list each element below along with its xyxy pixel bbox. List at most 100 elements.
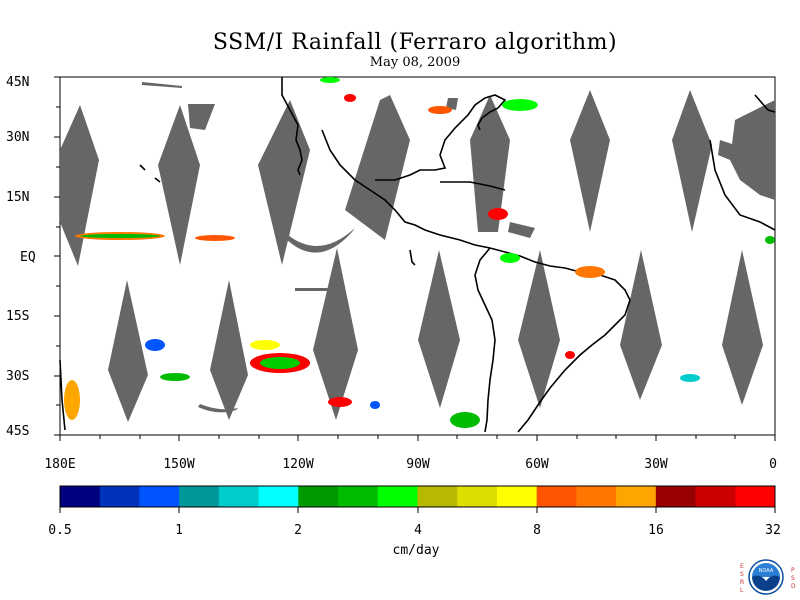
map-title: SSM/I Rainfall (Ferraro algorithm) <box>212 30 618 55</box>
colorbar-segment <box>576 486 617 507</box>
rain-patch <box>328 397 352 407</box>
colorbar-segment <box>60 486 101 507</box>
lat-label-15s: 15S <box>6 309 30 324</box>
swath-gap <box>108 280 148 422</box>
coastline-south-america-east <box>489 247 631 433</box>
rain-patch <box>344 94 356 102</box>
colorbar-segment <box>655 486 697 507</box>
rain-patch <box>502 99 538 111</box>
colorbar-segment <box>496 486 538 507</box>
lon-label-30w: 30W <box>644 457 668 472</box>
lon-label-180e: 180E <box>44 457 76 472</box>
swath-gap <box>313 248 358 420</box>
swath-gap <box>446 98 458 110</box>
swath-gap <box>295 288 338 291</box>
colorbar-segment <box>338 486 379 507</box>
coastline-south-america-west <box>474 247 496 433</box>
colorbar-segment <box>735 486 776 507</box>
swath-gap <box>672 90 712 232</box>
lon-label-120w: 120W <box>282 457 314 472</box>
swath-gap <box>188 104 215 130</box>
noaa-logo: E S R L NOAA P S D <box>740 559 796 595</box>
rain-patches <box>64 77 775 428</box>
rain-patch <box>260 357 300 369</box>
colorbar-segment <box>695 486 736 507</box>
logo-letter-s2: S <box>791 575 795 582</box>
swath-gap <box>142 82 182 88</box>
logo-sky <box>752 563 780 577</box>
lat-label-45s: 45S <box>6 424 30 439</box>
rain-patch <box>80 234 160 238</box>
coastline-africa <box>709 139 776 231</box>
lat-label-15n: 15N <box>6 190 30 205</box>
colorbar-segment <box>457 486 498 507</box>
colorbar-label: 16 <box>648 523 664 538</box>
logo-letter-l: L <box>740 587 744 594</box>
rain-patch <box>145 339 165 351</box>
colorbar-segment <box>258 486 299 507</box>
swath-gap <box>285 228 355 253</box>
swath-gap <box>198 404 238 413</box>
swath-gap <box>518 250 560 408</box>
lon-label-150w: 150W <box>163 457 195 472</box>
rain-patch <box>320 77 340 83</box>
lon-label-90w: 90W <box>406 457 430 472</box>
rain-patch <box>680 374 700 382</box>
swath-gap <box>345 95 410 240</box>
rain-patch <box>575 266 605 278</box>
logo-letter-d: D <box>791 583 796 590</box>
colorbar-label: 8 <box>533 523 541 538</box>
coastline-north-america <box>281 77 303 176</box>
colorbar-segment <box>616 486 657 507</box>
lat-label-30s: 30S <box>6 369 30 384</box>
colorbar-segment <box>179 486 220 507</box>
rain-patch <box>488 208 508 220</box>
colorbar-segment <box>99 486 140 507</box>
logo-sea <box>752 575 780 591</box>
colorbar-units: cm/day <box>392 543 440 558</box>
colorbar <box>59 485 776 508</box>
rain-patch <box>565 351 575 359</box>
coastline <box>59 77 776 433</box>
rain-patch <box>450 412 480 428</box>
lat-label-eq: EQ <box>20 250 36 265</box>
lat-label-45n: 45N <box>6 75 30 90</box>
logo-letter-p: P <box>791 567 795 574</box>
logo-letter-e: E <box>740 563 744 570</box>
colorbar-segment <box>417 486 458 507</box>
coastline-hawaii <box>139 164 161 183</box>
colorbar-label: 4 <box>414 523 422 538</box>
swath-gap <box>508 222 535 238</box>
map-date: May 08, 2009 <box>369 55 461 70</box>
rain-patch <box>765 236 775 244</box>
swath-gap <box>418 250 460 408</box>
swath-gaps <box>60 82 775 422</box>
colorbar-ticks <box>59 507 776 513</box>
lon-label-60w: 60W <box>525 457 549 472</box>
swath-gap <box>718 140 735 160</box>
logo-center-text: NOAA <box>759 568 774 574</box>
map-ticks <box>54 76 776 441</box>
lat-label-30n: 30N <box>6 130 30 145</box>
colorbar-segment <box>536 486 577 507</box>
rain-patch <box>428 106 452 114</box>
logo-letter-r: R <box>740 579 744 586</box>
rain-patch <box>500 253 520 263</box>
coastline-galapagos <box>409 249 416 266</box>
rain-patch <box>250 340 280 350</box>
colorbar-label: 32 <box>765 523 781 538</box>
swath-gap <box>158 105 200 265</box>
colorbar-label: 0.5 <box>48 523 72 538</box>
swath-gap <box>722 250 763 405</box>
rain-patch <box>160 373 190 381</box>
lon-label-0: 0 <box>769 457 777 472</box>
colorbar-label: 2 <box>294 523 302 538</box>
coastline-gulf <box>375 94 507 181</box>
colorbar-segment <box>218 486 260 507</box>
rain-patch <box>370 401 380 409</box>
swath-gap <box>730 100 775 200</box>
coastline-iberia <box>754 94 776 113</box>
colorbar-label: 1 <box>175 523 183 538</box>
logo-letter-s: S <box>740 571 744 578</box>
